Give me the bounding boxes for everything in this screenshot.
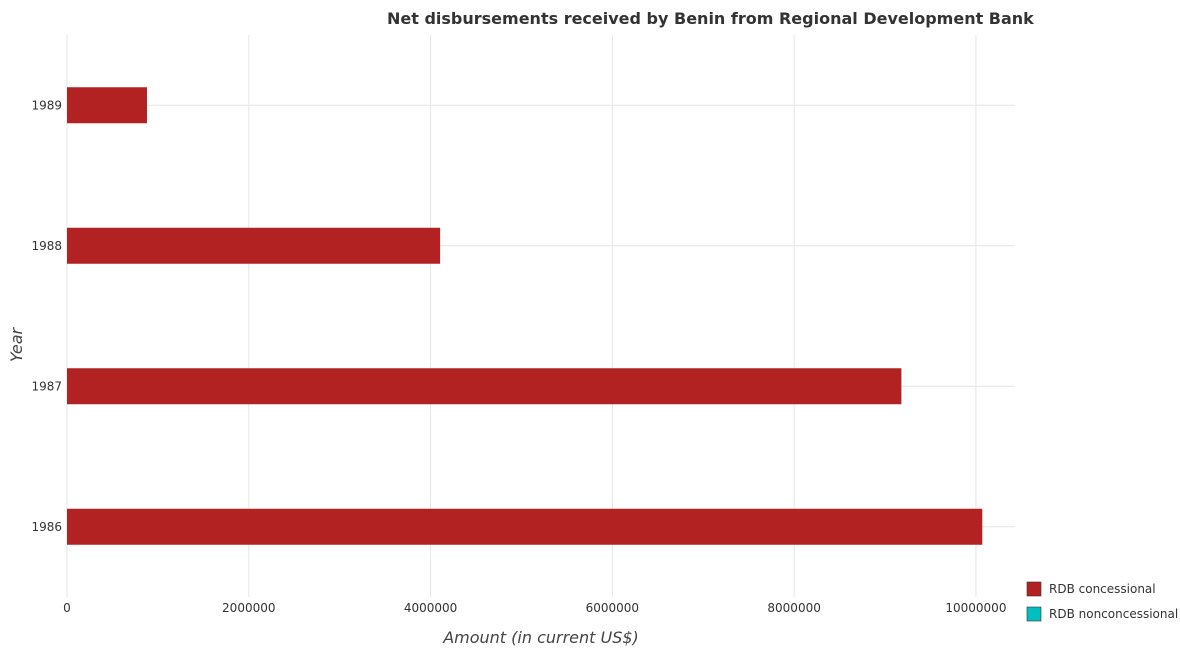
bar-rdb-concessional-1989 xyxy=(67,87,147,124)
legend: RDB concessional RDB nonconcessional xyxy=(1026,581,1178,622)
y-axis-label: Year xyxy=(7,326,26,362)
x-axis-label: Amount (in current US$) xyxy=(442,628,639,647)
chart-title: Net disbursements received by Benin from… xyxy=(387,9,1034,28)
x-tick-label: 6000000 xyxy=(586,601,639,615)
legend-swatch xyxy=(1026,606,1042,622)
bars xyxy=(67,87,983,545)
legend-label: RDB concessional xyxy=(1049,582,1156,596)
y-tick-label: 1987 xyxy=(31,379,62,393)
bar-rdb-concessional-1988 xyxy=(67,227,441,264)
legend-swatch xyxy=(1026,581,1042,597)
x-tick-label: 4000000 xyxy=(404,601,457,615)
y-tick-label: 1988 xyxy=(31,239,62,253)
y-ticks: 1986 1987 1988 1989 xyxy=(31,98,62,534)
y-tick-label: 1989 xyxy=(31,98,62,112)
x-ticks: 0 2000000 4000000 6000000 8000000 10000000 xyxy=(63,601,1006,615)
x-tick-label: 0 xyxy=(63,601,71,615)
x-tick-label: 8000000 xyxy=(767,601,820,615)
x-tick-label: 2000000 xyxy=(222,601,275,615)
y-tick-label: 1986 xyxy=(31,520,62,534)
x-tick-label: 10000000 xyxy=(945,601,1006,615)
bar-rdb-concessional-1986 xyxy=(67,508,983,545)
bar-rdb-concessional-1987 xyxy=(67,368,902,405)
legend-label: RDB nonconcessional xyxy=(1049,607,1178,621)
